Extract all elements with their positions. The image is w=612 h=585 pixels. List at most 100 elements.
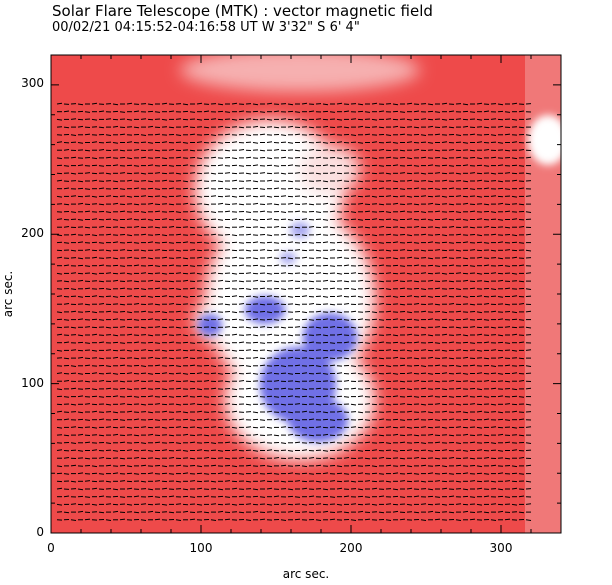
- vector-arrow: [525, 310, 532, 313]
- vector-arrow: [434, 265, 441, 267]
- vector-arrow: [378, 203, 385, 206]
- vector-arrow: [175, 211, 182, 213]
- vector-arrow: [322, 257, 329, 260]
- vector-arrow: [378, 242, 385, 244]
- vector-arrow: [287, 180, 294, 183]
- vector-arrow: [413, 165, 420, 167]
- field-map: [51, 55, 561, 533]
- vector-arrow: [210, 233, 217, 236]
- vector-arrow: [434, 342, 441, 344]
- vector-arrow: [280, 349, 287, 351]
- vector-arrow: [91, 157, 98, 160]
- vector-arrow: [350, 272, 357, 274]
- x-tick-200: 200: [340, 541, 363, 555]
- vector-arrow: [392, 257, 399, 260]
- vector-arrow: [504, 265, 511, 267]
- vector-arrow: [294, 518, 301, 521]
- vector-arrow: [525, 233, 532, 236]
- vector-arrow: [350, 288, 357, 290]
- vector-arrow: [357, 257, 364, 260]
- vector-arrow: [385, 233, 392, 236]
- vector-arrow: [511, 141, 518, 143]
- vector-arrow: [504, 364, 511, 367]
- vector-arrow: [161, 487, 168, 490]
- vector-arrow: [126, 426, 133, 429]
- vector-arrow: [504, 457, 511, 460]
- vector-arrow: [98, 187, 105, 190]
- vector-arrow: [210, 195, 217, 197]
- vector-arrow: [63, 149, 70, 151]
- vector-arrow: [56, 372, 63, 374]
- vector-arrow: [378, 434, 385, 437]
- vector-arrow: [518, 110, 525, 113]
- vector-arrow: [476, 141, 483, 143]
- vector-arrow: [189, 518, 196, 521]
- vector-arrow: [140, 480, 147, 483]
- vector-arrow: [231, 218, 238, 220]
- vector-arrow: [350, 519, 357, 521]
- vector-arrow: [343, 226, 350, 228]
- vector-arrow: [427, 180, 434, 183]
- figure-header: Solar Flare Telescope (MTK) : vector mag…: [52, 2, 433, 36]
- vector-arrow: [476, 410, 483, 413]
- vector-arrow: [483, 495, 490, 498]
- vector-arrow: [301, 179, 308, 182]
- vector-arrow: [210, 349, 217, 351]
- vector-arrow: [462, 180, 469, 183]
- vector-arrow: [189, 457, 196, 460]
- vector-arrow: [525, 156, 532, 159]
- y-tick-0: 0: [36, 525, 44, 539]
- vector-arrow: [525, 519, 532, 521]
- vector-arrow: [133, 319, 140, 321]
- vector-arrow: [476, 102, 483, 105]
- vector-arrow: [413, 110, 420, 113]
- vector-arrow: [175, 156, 182, 159]
- vector-arrow: [217, 334, 224, 337]
- vector-arrow: [483, 303, 490, 305]
- vector-arrow: [231, 333, 238, 336]
- vector-arrow: [133, 110, 140, 113]
- vector-arrow: [273, 187, 280, 190]
- vector-arrow: [469, 441, 476, 444]
- vector-arrow: [238, 187, 245, 190]
- vector-arrow: [441, 234, 448, 237]
- vector-arrow: [203, 434, 210, 437]
- vector-arrow: [525, 426, 532, 428]
- vector-arrow: [448, 341, 455, 344]
- vector-arrow: [357, 296, 364, 298]
- vector-arrow: [182, 472, 189, 475]
- vector-arrow: [483, 380, 490, 382]
- vector-arrow: [56, 465, 63, 468]
- vector-arrow: [112, 433, 119, 436]
- vector-arrow: [357, 472, 364, 475]
- vector-arrow: [259, 111, 266, 113]
- vector-arrow: [511, 333, 518, 336]
- vector-arrow: [224, 457, 231, 460]
- vector-arrow: [448, 110, 455, 113]
- vector-arrow: [315, 272, 322, 274]
- vector-arrow: [147, 202, 154, 205]
- vector-arrow: [455, 249, 462, 252]
- vector-arrow: [294, 480, 301, 482]
- vector-arrow: [133, 495, 140, 498]
- vector-arrow: [455, 134, 462, 136]
- vector-arrow: [224, 133, 231, 136]
- vector-arrow: [476, 487, 483, 490]
- vector-arrow: [203, 187, 210, 190]
- vector-arrow: [434, 287, 441, 290]
- vector-arrow: [287, 510, 294, 513]
- vector-arrow: [329, 111, 336, 113]
- vector-arrow: [287, 450, 294, 452]
- vector-arrow: [511, 372, 518, 374]
- vector-arrow: [504, 380, 511, 383]
- vector-arrow: [147, 510, 154, 513]
- vector-arrow: [84, 457, 91, 460]
- vector-arrow: [252, 356, 259, 359]
- vector-arrow: [315, 349, 322, 351]
- vector-arrow: [84, 249, 91, 251]
- vector-arrow: [308, 495, 315, 498]
- vector-arrow: [168, 264, 175, 267]
- vector-arrow: [455, 403, 462, 406]
- vector-arrow: [476, 503, 483, 506]
